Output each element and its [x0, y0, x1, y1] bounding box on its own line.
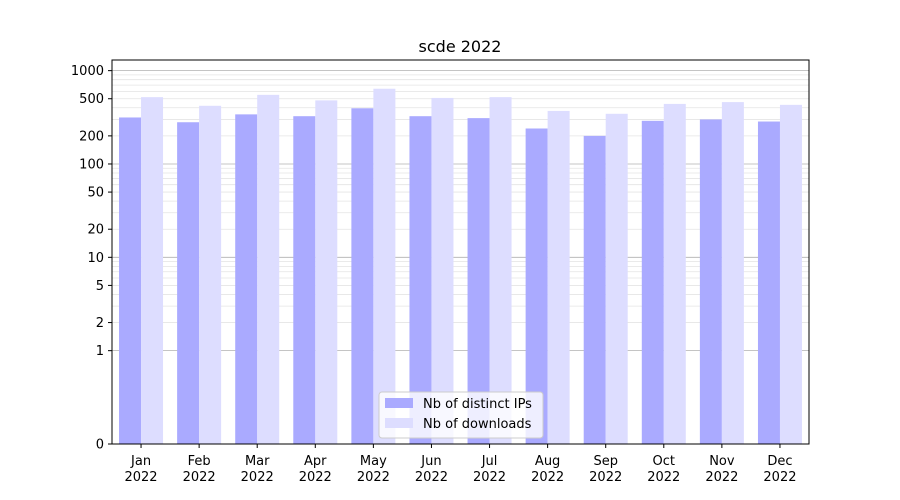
legend-swatch — [385, 398, 413, 408]
y-tick-label: 0 — [96, 438, 104, 453]
x-tick-label: 2022 — [124, 470, 157, 485]
y-tick-label: 5 — [96, 279, 104, 294]
x-tick-label: 2022 — [415, 470, 448, 485]
bar-distinct-ips — [409, 116, 432, 444]
plot-frame — [111, 59, 810, 445]
x-tick-label: Jun — [420, 454, 441, 469]
bar-distinct-ips — [641, 120, 664, 444]
legend-box — [378, 391, 544, 439]
legend-label: Nb of downloads — [423, 417, 532, 432]
bar-distinct-ips — [525, 128, 548, 444]
bar-downloads — [141, 97, 164, 444]
bar-distinct-ips — [467, 118, 490, 444]
y-tick-label: 100 — [79, 157, 104, 172]
x-tick-label: Nov — [709, 454, 735, 469]
legend-label: Nb of distinct IPs — [423, 397, 532, 412]
x-tick-label: 2022 — [473, 470, 506, 485]
x-tick-label: Aug — [535, 454, 560, 469]
y-tick-label: 1 — [96, 344, 104, 359]
chart-title: scde 2022 — [419, 37, 502, 56]
x-tick-label: Dec — [767, 454, 792, 469]
bar-downloads — [489, 97, 512, 444]
y-tick-label: 1000 — [71, 64, 104, 79]
y-axis: 0 1 2 5 10 20 50 100 200 500 1000 — [71, 64, 112, 453]
x-tick-label: May — [360, 454, 387, 469]
bar-downloads — [663, 103, 686, 445]
y-tick-label: 500 — [79, 92, 104, 107]
legend: Nb of distinct IPs Nb of downloads — [378, 391, 544, 439]
bars — [119, 88, 802, 445]
legend-swatch — [385, 418, 413, 428]
bar-downloads — [315, 100, 338, 445]
bar-distinct-ips — [177, 122, 200, 445]
y-tick-label: 200 — [79, 129, 104, 144]
x-tick-label: Jul — [481, 454, 498, 469]
y-tick-label: 2 — [96, 316, 104, 331]
x-tick-label: 2022 — [357, 470, 390, 485]
x-tick-label: 2022 — [647, 470, 680, 485]
bar-distinct-ips — [583, 135, 606, 444]
x-tick-label: Apr — [304, 454, 327, 469]
bar-downloads — [547, 110, 570, 444]
bar-downloads — [721, 102, 744, 445]
y-tick-label: 50 — [87, 186, 104, 201]
bar-distinct-ips — [293, 116, 316, 444]
bar-downloads — [257, 94, 280, 445]
bar-distinct-ips — [235, 114, 258, 445]
bar-distinct-ips — [699, 119, 722, 444]
x-tick-label: 2022 — [183, 470, 216, 485]
x-tick-label: Feb — [188, 454, 211, 469]
bar-distinct-ips — [757, 121, 780, 444]
x-tick-label: Oct — [653, 454, 675, 469]
x-axis: Jan2022Feb2022Mar2022Apr2022May2022Jun20… — [124, 444, 797, 485]
bar-distinct-ips — [351, 108, 374, 444]
bar-downloads — [199, 105, 222, 444]
bar-downloads — [431, 97, 454, 444]
x-tick-label: 2022 — [705, 470, 738, 485]
x-tick-label: 2022 — [589, 470, 622, 485]
bar-downloads — [373, 88, 396, 444]
x-tick-label: Mar — [245, 454, 270, 469]
y-tick-label: 10 — [87, 251, 104, 266]
bar-downloads — [605, 113, 628, 445]
bar-distinct-ips — [119, 117, 142, 445]
x-tick-label: 2022 — [299, 470, 332, 485]
y-tick-label: 20 — [87, 223, 104, 238]
x-tick-label: 2022 — [763, 470, 796, 485]
x-tick-label: 2022 — [531, 470, 564, 485]
x-tick-label: Sep — [593, 454, 618, 469]
x-tick-label: Jan — [130, 454, 151, 469]
x-tick-label: 2022 — [241, 470, 274, 485]
bar-downloads — [779, 104, 802, 444]
